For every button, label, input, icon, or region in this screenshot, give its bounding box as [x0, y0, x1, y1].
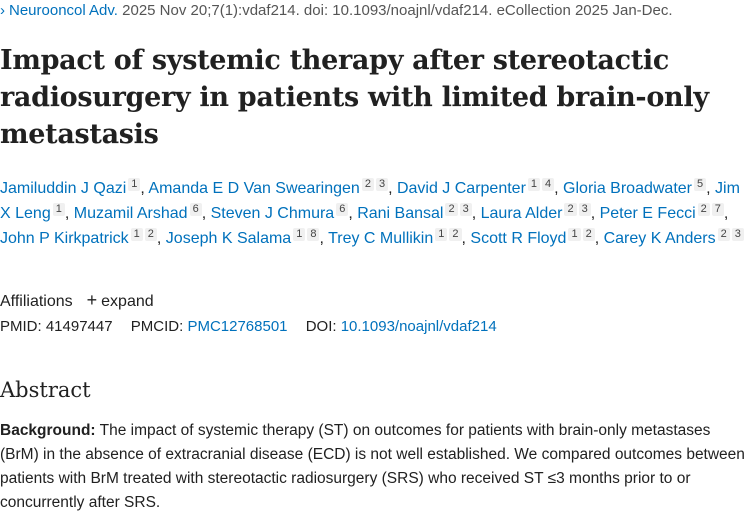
pmcid-label: PMCID: [130, 318, 184, 335]
affiliation-ref[interactable]: 3 [459, 203, 472, 216]
affiliation-ref[interactable]: 3 [731, 228, 744, 241]
affiliation-ref[interactable]: 4 [542, 178, 555, 191]
abstract-background: Background: The impact of systemic thera… [0, 419, 750, 515]
background-label: Background: [0, 422, 96, 439]
author-link[interactable]: John P Kirkpatrick [0, 230, 129, 247]
identifiers: PMID: 41497447 PMCID: PMC12768501 DOI: 1… [0, 318, 497, 335]
pmcid-link[interactable]: PMC12768501 [187, 318, 288, 335]
affiliation-ref[interactable]: 2 [445, 203, 458, 216]
background-text: The impact of systemic therapy (ST) on o… [0, 422, 745, 511]
author-link[interactable]: Scott R Floyd [470, 230, 567, 247]
citation-details: 2025 Nov 20;7(1):vdaf214. doi: 10.1093/n… [122, 2, 673, 19]
affiliation-ref[interactable]: 1 [293, 228, 306, 241]
affiliation-ref[interactable]: 6 [336, 203, 349, 216]
author-link[interactable]: Carey K Anders [603, 230, 716, 247]
pmid-label: PMID: [0, 318, 42, 335]
affiliation-ref[interactable]: 2 [582, 228, 595, 241]
journal-link[interactable]: Neurooncol Adv. [9, 2, 118, 19]
affiliation-ref[interactable]: 7 [711, 203, 724, 216]
affiliation-ref[interactable]: 1 [52, 203, 65, 216]
expand-affiliations-button[interactable]: expand [101, 293, 154, 310]
author-link[interactable]: Jim X Leng [0, 180, 740, 222]
affiliation-ref[interactable]: 2 [144, 228, 157, 241]
affiliation-ref[interactable]: 3 [375, 178, 389, 191]
chevron-right-icon[interactable]: › [0, 2, 5, 19]
affiliation-ref[interactable]: 2 [717, 228, 730, 241]
doi-link[interactable]: 10.1093/noajnl/vdaf214 [340, 318, 497, 335]
author-list: Jamiluddin J Qazi 1, Amanda E D Van Swear… [0, 176, 750, 251]
affiliation-ref[interactable]: 1 [568, 228, 581, 241]
affiliation-ref[interactable]: 2 [697, 203, 710, 216]
citation-line: › Neurooncol Adv. 2025 Nov 20;7(1):vdaf21… [0, 2, 673, 19]
abstract-heading: Abstract [0, 378, 91, 402]
author-link[interactable]: Amanda E D Van Swearingen [148, 180, 360, 197]
affiliation-ref[interactable]: 6 [189, 203, 202, 216]
article-title: Impact of systemic therapy after stereot… [0, 45, 709, 150]
doi-label: DOI: [305, 318, 337, 335]
author-link[interactable]: Muzamil Arshad [73, 205, 188, 222]
affiliations-row: Affiliations + expand [0, 290, 154, 311]
author-link[interactable]: Joseph K Salama [165, 230, 292, 247]
affiliation-ref[interactable]: 5 [694, 178, 707, 191]
affiliation-ref[interactable]: 1 [130, 228, 143, 241]
affiliation-ref[interactable]: 2 [449, 228, 462, 241]
author-link[interactable]: Jamiluddin J Qazi [0, 180, 127, 197]
author-link[interactable]: Steven J Chmura [210, 205, 335, 222]
affiliations-label: Affiliations [0, 293, 73, 310]
author-link[interactable]: Gloria Broadwater [563, 180, 692, 197]
author-link[interactable]: Trey C Mullikin [328, 230, 434, 247]
affiliation-ref[interactable]: 2 [564, 203, 577, 216]
author-link[interactable]: Laura Alder [480, 205, 563, 222]
author-link[interactable]: Rani Bansal [357, 205, 444, 222]
plus-icon[interactable]: + [86, 290, 98, 310]
pmid-value: 41497447 [45, 318, 113, 335]
affiliation-ref[interactable]: 1 [435, 228, 448, 241]
affiliation-ref[interactable]: 2 [361, 178, 374, 191]
author-link[interactable]: Peter E Fecci [599, 205, 696, 222]
affiliation-ref[interactable]: 1 [128, 178, 141, 191]
affiliation-ref[interactable]: 3 [578, 203, 591, 216]
author-link[interactable]: David J Carpenter [396, 180, 526, 197]
affiliation-ref[interactable]: 8 [307, 228, 320, 241]
affiliation-ref[interactable]: 1 [527, 178, 541, 191]
